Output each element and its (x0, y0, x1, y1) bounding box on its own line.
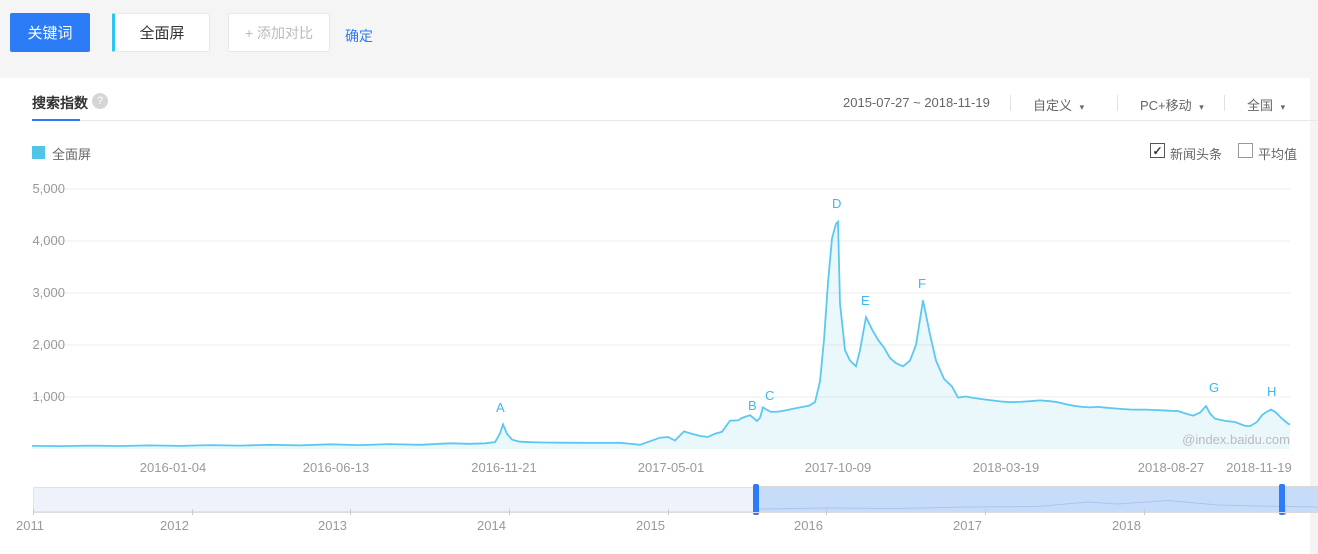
svg-text:@index.baidu.com: @index.baidu.com (1182, 432, 1290, 447)
svg-text:A: A (496, 400, 505, 415)
svg-text:H: H (1267, 384, 1276, 399)
svg-text:G: G (1209, 380, 1219, 395)
svg-text:C: C (765, 388, 774, 403)
svg-text:F: F (918, 276, 926, 291)
svg-text:D: D (832, 196, 841, 211)
svg-text:B: B (748, 398, 757, 413)
svg-text:E: E (861, 293, 870, 308)
